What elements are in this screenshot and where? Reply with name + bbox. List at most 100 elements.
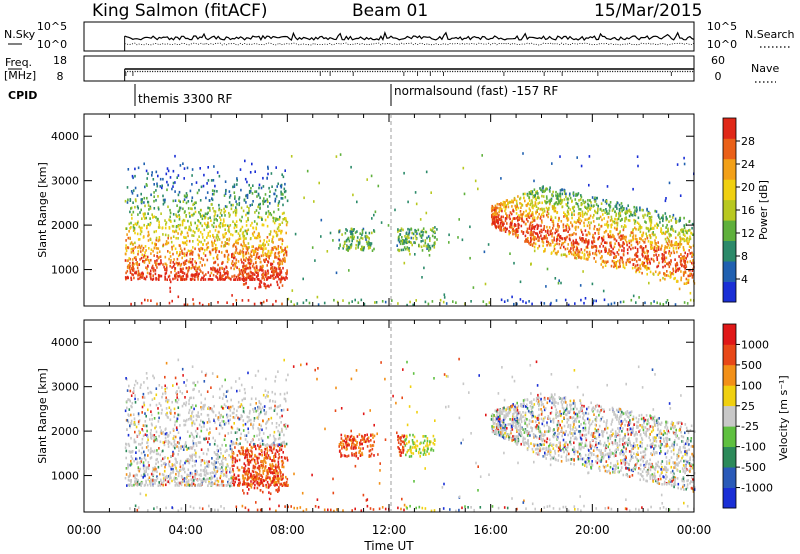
range-gate-cell bbox=[612, 207, 615, 211]
range-gate-cell bbox=[664, 212, 667, 215]
range-gate-cell bbox=[260, 216, 263, 220]
range-gate-cell bbox=[133, 228, 136, 231]
range-gate-cell bbox=[416, 232, 418, 235]
range-gate-cell bbox=[664, 272, 666, 276]
range-gate-cell bbox=[243, 279, 245, 282]
range-gate-cell bbox=[190, 406, 193, 409]
range-gate-cell bbox=[218, 455, 221, 459]
range-gate-cell bbox=[132, 189, 135, 192]
range-gate-cell bbox=[662, 217, 664, 220]
range-gate-cell bbox=[237, 232, 240, 235]
range-gate-cell bbox=[679, 235, 681, 239]
range-gate-cell bbox=[519, 298, 522, 301]
range-gate-cell bbox=[223, 245, 225, 248]
range-gate-cell bbox=[210, 271, 213, 275]
range-gate-cell bbox=[262, 223, 265, 227]
range-gate-cell bbox=[193, 453, 196, 457]
range-gate-cell bbox=[197, 273, 199, 276]
colorbar-segment bbox=[723, 261, 736, 282]
range-gate-cell bbox=[231, 253, 233, 256]
range-gate-cell bbox=[162, 480, 165, 483]
range-gate-cell bbox=[171, 245, 173, 249]
range-gate-cell bbox=[262, 393, 265, 397]
range-gate-cell bbox=[583, 240, 586, 244]
range-gate-cell bbox=[143, 464, 146, 468]
range-gate-cell bbox=[150, 299, 152, 302]
range-gate-cell bbox=[683, 156, 685, 160]
date-title: 15/Mar/2015 bbox=[594, 1, 702, 21]
range-gate-cell bbox=[680, 276, 683, 280]
range-gate-cell bbox=[240, 452, 242, 456]
range-gate-cell bbox=[151, 174, 153, 177]
range-gate-cell bbox=[187, 457, 189, 461]
range-gate-cell bbox=[668, 235, 671, 238]
range-gate-cell bbox=[504, 219, 507, 223]
range-gate-cell bbox=[174, 376, 177, 380]
range-gate-cell bbox=[154, 261, 156, 264]
range-gate-cell bbox=[500, 222, 502, 225]
range-gate-cell bbox=[227, 480, 229, 484]
range-gate-cell bbox=[531, 220, 534, 224]
range-gate-cell bbox=[406, 246, 409, 249]
range-gate-cell bbox=[516, 228, 519, 231]
range-gate-cell bbox=[151, 278, 154, 281]
range-gate-cell bbox=[630, 243, 633, 247]
range-gate-cell bbox=[247, 228, 250, 232]
range-gate-cell bbox=[586, 250, 588, 254]
range-gate-cell bbox=[384, 300, 387, 304]
range-gate-cell bbox=[145, 216, 147, 220]
range-gate-cell bbox=[400, 239, 402, 243]
range-gate-cell bbox=[213, 241, 215, 245]
range-gate-cell bbox=[199, 230, 202, 234]
range-gate-cell bbox=[533, 216, 536, 219]
range-gate-cell bbox=[356, 230, 358, 233]
range-gate-cell bbox=[533, 227, 536, 231]
range-gate-cell bbox=[169, 261, 172, 264]
range-gate-cell bbox=[145, 169, 148, 173]
range-gate-cell bbox=[564, 240, 566, 244]
range-gate-cell bbox=[206, 421, 209, 424]
range-gate-cell bbox=[537, 226, 539, 229]
range-gate-cell bbox=[244, 259, 247, 262]
range-gate-cell bbox=[692, 267, 694, 271]
range-gate-cell bbox=[651, 227, 654, 230]
range-gate-cell bbox=[184, 461, 186, 465]
range-gate-cell bbox=[251, 274, 253, 278]
range-gate-cell bbox=[137, 272, 140, 275]
range-gate-cell bbox=[242, 429, 245, 432]
range-gate-cell bbox=[644, 265, 647, 268]
range-gate-cell bbox=[212, 256, 215, 260]
range-gate-cell bbox=[533, 188, 536, 191]
range-gate-cell bbox=[129, 210, 131, 214]
range-gate-cell bbox=[180, 275, 183, 279]
range-gate-cell bbox=[572, 194, 575, 197]
range-gate-cell bbox=[208, 480, 210, 484]
range-gate-cell bbox=[357, 241, 360, 244]
range-gate-cell bbox=[630, 247, 632, 251]
range-gate-cell bbox=[260, 244, 262, 247]
range-gate-cell bbox=[227, 224, 229, 228]
range-gate-cell bbox=[656, 258, 659, 261]
range-gate-cell bbox=[636, 247, 639, 251]
range-gate-cell bbox=[248, 256, 250, 259]
range-gate-cell bbox=[272, 248, 274, 251]
range-gate-cell bbox=[534, 225, 537, 228]
range-gate-cell bbox=[658, 271, 661, 275]
range-gate-cell bbox=[642, 247, 645, 250]
range-gate-cell bbox=[176, 176, 178, 179]
range-gate-cell bbox=[256, 234, 259, 238]
range-gate-cell bbox=[377, 184, 380, 188]
range-gate-cell bbox=[688, 245, 691, 248]
range-gate-cell bbox=[233, 226, 236, 230]
range-gate-cell bbox=[194, 265, 197, 268]
range-gate-cell bbox=[194, 210, 197, 214]
range-gate-cell bbox=[237, 278, 239, 281]
range-gate-cell bbox=[147, 230, 150, 234]
range-gate-cell bbox=[637, 228, 640, 231]
range-gate-cell bbox=[283, 253, 285, 257]
range-gate-cell bbox=[531, 231, 533, 234]
range-gate-cell bbox=[131, 264, 134, 268]
range-gate-cell bbox=[615, 205, 618, 208]
range-gate-cell bbox=[391, 299, 393, 302]
range-gate-cell bbox=[637, 216, 640, 220]
